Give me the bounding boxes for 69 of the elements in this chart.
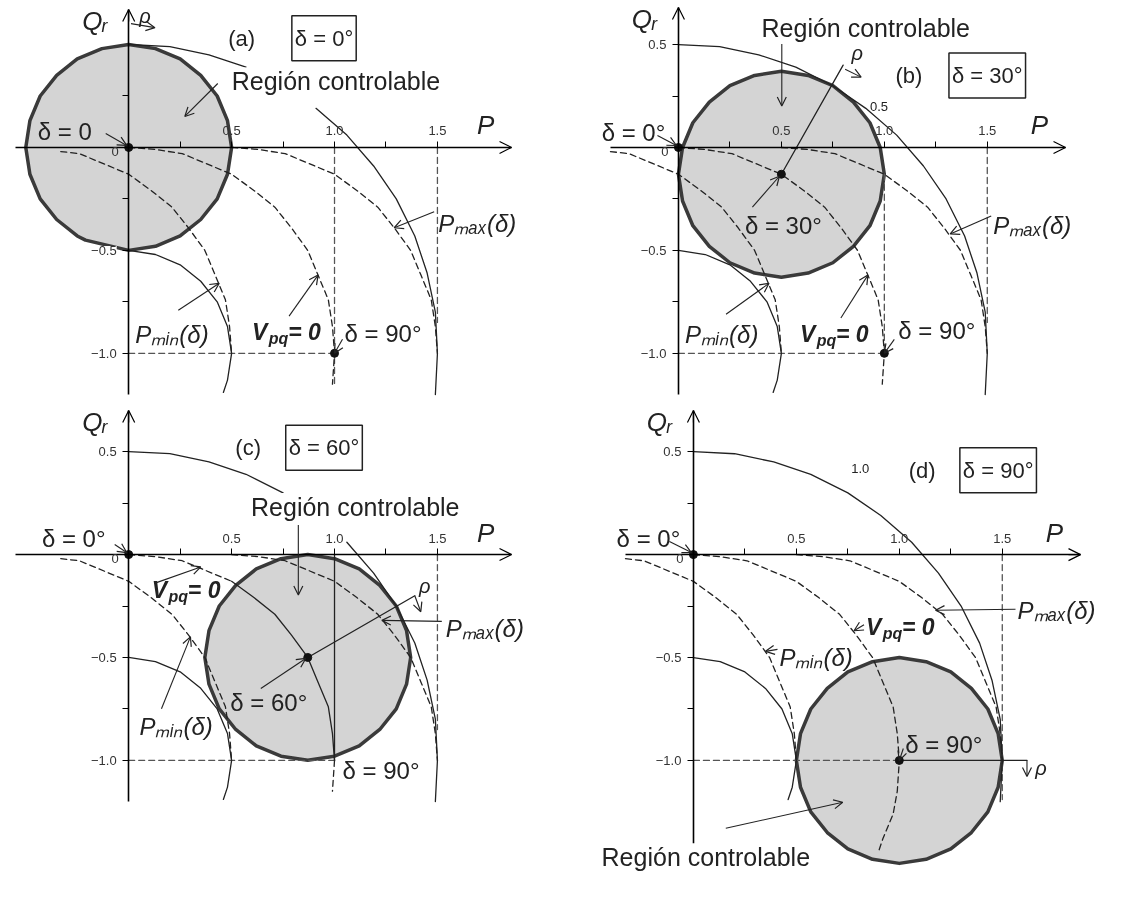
x-axis-title: P (476, 517, 495, 548)
annotation: δ = 90° (342, 756, 420, 784)
y-tick-label: 0 (111, 551, 119, 567)
y-tick-label: −0.5 (91, 242, 117, 258)
annotation: Pₘᵢₙ(δ) (779, 643, 853, 671)
x-tick-label: 1.5 (428, 123, 447, 139)
x-tick-label: 1.0 (875, 123, 894, 139)
text: (b) (895, 63, 923, 89)
annotation: δ = 90° (344, 319, 422, 347)
x-tick-label: 0.5 (772, 123, 791, 139)
text: (c) (235, 435, 261, 461)
annotation: Pₘᵢₙ(δ) (139, 713, 213, 741)
x-tick-label: 1.0 (890, 530, 909, 546)
y-tick-label: 0.5 (648, 37, 667, 53)
y-tick-label: −0.5 (91, 649, 117, 665)
y-tick-label: −0.5 (655, 650, 682, 666)
annotation: ρ (418, 574, 431, 597)
annotation: δ = 90° (905, 730, 983, 758)
annotation: Pₘₐₓ(δ) (445, 614, 524, 642)
annotation: Región controlable (601, 843, 811, 872)
text: δ = 90° (962, 457, 1034, 483)
annotation: Pₘₐₓ(δ) (438, 210, 517, 238)
annotation: δ = 60° (230, 688, 308, 716)
x-tick-label: 1.5 (993, 530, 1012, 546)
annotation: Pₘₐₓ(δ) (1017, 596, 1096, 624)
annotation: δ = 0° (601, 118, 666, 146)
x-tick-label: 1.5 (978, 123, 997, 139)
y-tick-label: 0 (661, 143, 669, 159)
annotation: δ = 0° (41, 525, 106, 553)
x-axis-title: P (1030, 110, 1049, 141)
y-tick-label: 0.5 (663, 444, 682, 460)
annotation: δ = 0 (37, 117, 92, 145)
annotation: Pₘᵢₙ(δ) (685, 320, 759, 348)
y-tick-label: −0.5 (640, 242, 667, 258)
x-tick-label: 1.5 (428, 530, 447, 546)
y-tick-label: −1.0 (640, 345, 667, 361)
y-tick-label: 0.5 (98, 444, 117, 460)
annotation: 1.0 (851, 460, 870, 476)
x-tick-label: 1.0 (325, 530, 344, 546)
annotation: ρ (138, 4, 151, 27)
y-tick-label: −1.0 (91, 345, 117, 361)
x-tick-label: 0.5 (787, 530, 806, 546)
y-tick-label: −1.0 (91, 752, 117, 768)
annotation: δ = 90° (898, 316, 976, 344)
text: δ = 30° (951, 63, 1023, 89)
annotation: ρ (1034, 757, 1047, 780)
y-axis-title: Qᵣ (82, 6, 109, 37)
y-axis-title: Qᵣ (631, 4, 659, 35)
y-tick-label: 0 (111, 143, 119, 159)
annotation: Región controlable (231, 67, 441, 96)
y-tick-label: 0 (676, 551, 684, 567)
text: δ = 60° (288, 435, 360, 461)
annotation: Región controlable (761, 14, 971, 43)
annotation: δ = 0° (616, 525, 681, 553)
annotation: Pₘᵢₙ(δ) (135, 320, 209, 348)
x-axis-title: P (476, 110, 495, 141)
x-tick-label: 0.5 (222, 530, 241, 546)
text: (a) (228, 25, 256, 51)
annotation: δ = 30° (744, 211, 822, 239)
text: (d) (908, 457, 936, 483)
annotation: 0.5 (869, 98, 888, 114)
x-axis-title: P (1045, 517, 1064, 548)
y-axis-title: Qᵣ (82, 407, 109, 438)
annotation: Pₘₐₓ(δ) (993, 212, 1072, 240)
y-tick-label: −1.0 (655, 752, 682, 768)
annotation: ρ (850, 42, 863, 65)
y-axis-title: Qᵣ (646, 407, 674, 438)
annotation: Región controlable (251, 493, 460, 522)
text: δ = 0° (294, 25, 354, 51)
